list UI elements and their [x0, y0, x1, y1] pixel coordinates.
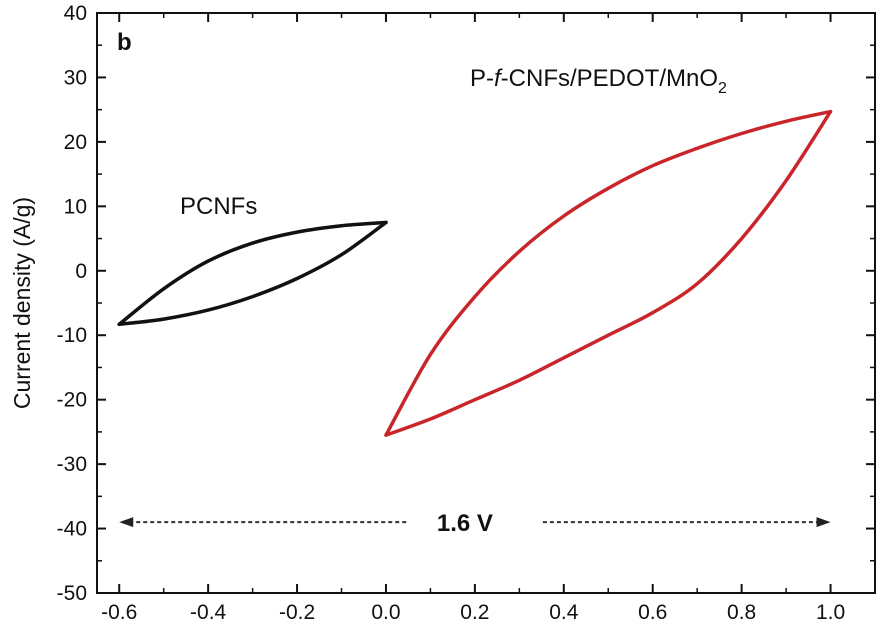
arrow-left-icon [119, 517, 134, 528]
y-tick-label: -50 [57, 582, 87, 605]
composite-label-part-2: f [494, 65, 503, 92]
y-tick-label: -10 [57, 324, 87, 347]
series-line-composite-cathodic [384, 109, 833, 437]
composite-label-part-1: P- [470, 65, 494, 92]
annotation-label: 1.6 V [437, 510, 493, 537]
series-label-pcnfs: PCNFs [180, 193, 257, 220]
x-tick-label: 1.0 [816, 601, 845, 624]
series-line-composite-anodic [384, 109, 833, 437]
y-tick-label: 40 [64, 2, 87, 25]
arrow-right-icon [816, 517, 831, 528]
x-tick-label: 0.8 [727, 601, 756, 624]
y-tick-label: -40 [57, 518, 87, 541]
y-tick-label: -20 [57, 389, 87, 412]
x-axis: -0.6 -0.4 -0.2 0.0 0.2 0.4 0.6 0.8 1.0 [101, 13, 845, 624]
series-line-pcnfs-cathodic [117, 220, 388, 327]
x-tick-label: -0.6 [101, 601, 137, 624]
x-tick-label: -0.4 [190, 601, 227, 624]
series-line-pcnfs-anodic [117, 220, 388, 327]
series-label-composite: P-f-CNFs/PEDOT/MnO2 [470, 65, 727, 97]
series-layer [117, 109, 833, 437]
plot-frame [96, 12, 876, 594]
panel-label: b [117, 29, 132, 56]
composite-label-part-3: -CNFs/PEDOT/MnO [501, 65, 718, 92]
y-tick-label: -30 [57, 453, 87, 476]
y-tick-label: 20 [64, 131, 87, 154]
voltage-window-annotation: 1.6 V [119, 510, 831, 537]
x-tick-label: -0.2 [279, 601, 315, 624]
x-tick-label: 0.6 [638, 601, 667, 624]
y-tick-label: 10 [64, 195, 87, 218]
y-axis-title: Current density (A/g) [9, 197, 35, 409]
y-axis: -50 -40 -30 -20 -10 0 10 20 30 40 [57, 2, 875, 605]
x-tick-label: 0.4 [549, 601, 579, 624]
y-tick-label: 30 [64, 66, 87, 89]
x-tick-label: 0.2 [460, 601, 489, 624]
x-tick-label: 0.0 [371, 601, 400, 624]
y-tick-label: 0 [75, 260, 87, 283]
plot-border [96, 12, 876, 594]
composite-label-subscript: 2 [718, 80, 727, 97]
